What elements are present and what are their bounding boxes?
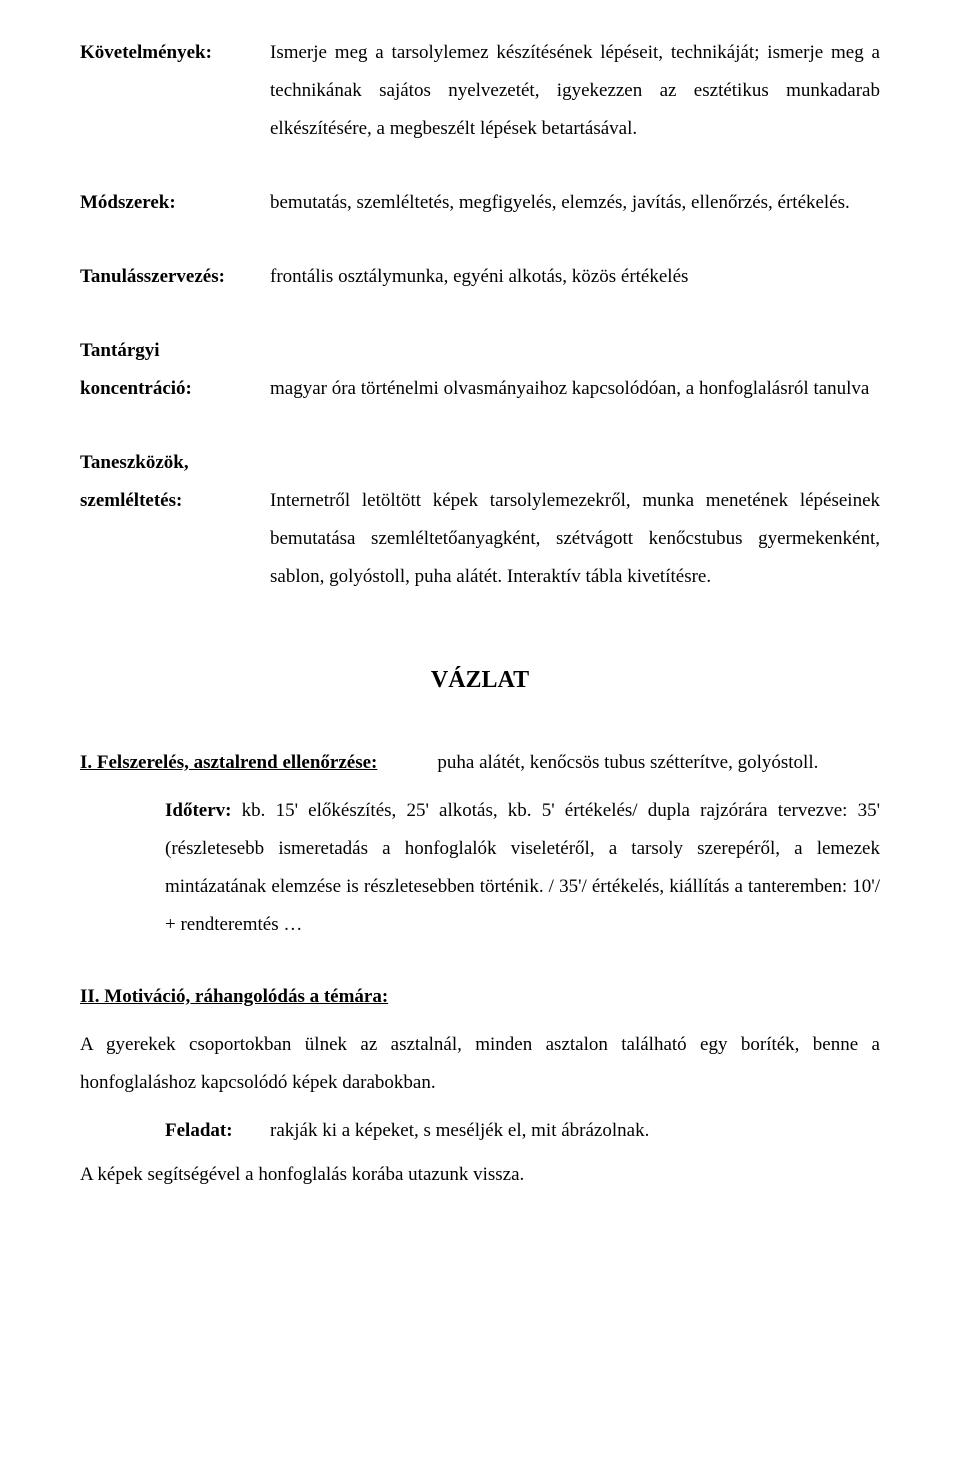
- text-tantargyi: magyar óra történelmi olvasmányaihoz kap…: [270, 370, 880, 408]
- def-row: Tanulásszervezés: frontális osztálymunka…: [80, 258, 880, 296]
- label-taneszkozok-2: szemléltetés:: [80, 482, 270, 520]
- label-taneszkozok-1: Taneszközök,: [80, 444, 270, 482]
- text-kovetelmenyek: Ismerje meg a tarsolylemez készítésének …: [270, 34, 880, 148]
- vazlat-title: VÁZLAT: [80, 656, 880, 704]
- idoterv-text: kb. 15' előkészítés, 25' alkotás, kb. 5'…: [165, 800, 880, 935]
- def-taneszkozok: Taneszközök, szemléltetés: Internetről l…: [80, 444, 880, 596]
- feladat-text: rakják ki a képeket, s meséljék el, mit …: [270, 1112, 880, 1150]
- label-kovetelmenyek: Követelmények:: [80, 34, 270, 72]
- def-tantargyi: Tantárgyi koncentráció: magyar óra törté…: [80, 332, 880, 408]
- section-1-right: puha alátét, kenőcsös tubus szétterítve,…: [377, 744, 880, 782]
- section-2-para1: A gyerekek csoportokban ülnek az asztaln…: [80, 1026, 880, 1102]
- text-tanulasszervezes: frontális osztálymunka, egyéni alkotás, …: [270, 258, 880, 296]
- def-modszerek: Módszerek: bemutatás, szemléltetés, megf…: [80, 184, 880, 222]
- section-2-heading: II. Motiváció, ráhangolódás a témára:: [80, 978, 880, 1016]
- idoterv-block: Időterv: kb. 15' előkészítés, 25' alkotá…: [80, 792, 880, 944]
- def-tanulasszervezes: Tanulásszervezés: frontális osztálymunka…: [80, 258, 880, 296]
- text-taneszkozok: Internetről letöltött képek tarsolylemez…: [270, 482, 880, 596]
- section-2-para2: A képek segítségével a honfoglalás koráb…: [80, 1156, 880, 1194]
- idoterv-label: Időterv:: [165, 800, 242, 821]
- feladat-row: Feladat: rakják ki a képeket, s meséljék…: [80, 1112, 880, 1150]
- label-modszerek: Módszerek:: [80, 184, 270, 222]
- label-tantargyi-2: koncentráció:: [80, 370, 270, 408]
- def-row: szemléltetés: Internetről letöltött képe…: [80, 482, 880, 596]
- def-kovetelmenyek: Követelmények: Ismerje meg a tarsolyleme…: [80, 34, 880, 148]
- section-1-header: I. Felszerelés, asztalrend ellenőrzése: …: [80, 744, 880, 782]
- def-row: Módszerek: bemutatás, szemléltetés, megf…: [80, 184, 880, 222]
- feladat-label: Feladat:: [165, 1112, 270, 1150]
- section-1-heading: I. Felszerelés, asztalrend ellenőrzése:: [80, 744, 377, 782]
- def-row: koncentráció: magyar óra történelmi olva…: [80, 370, 880, 408]
- text-modszerek: bemutatás, szemléltetés, megfigyelés, el…: [270, 184, 880, 222]
- label-tanulasszervezes: Tanulásszervezés:: [80, 258, 270, 296]
- def-row: Taneszközök,: [80, 444, 880, 482]
- def-row: Tantárgyi: [80, 332, 880, 370]
- def-row: Követelmények: Ismerje meg a tarsolyleme…: [80, 34, 880, 148]
- label-tantargyi-1: Tantárgyi: [80, 332, 270, 370]
- page-container: Követelmények: Ismerje meg a tarsolyleme…: [0, 0, 960, 1466]
